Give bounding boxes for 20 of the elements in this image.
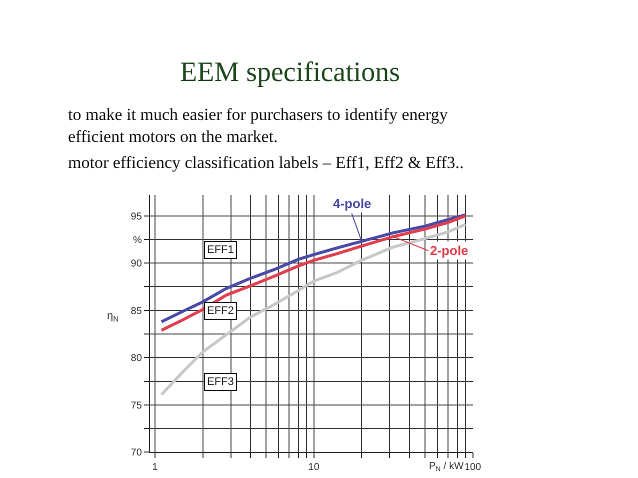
y-tick-label: 95: [130, 211, 142, 222]
legend-label: 2-pole: [430, 243, 468, 258]
annotation: EFF3: [207, 376, 234, 388]
chart-title: EEM specifications: [180, 57, 400, 88]
text: 4-pole: [333, 196, 372, 211]
x-tick-label: 100: [464, 462, 482, 474]
y-tick-label: 90: [130, 258, 142, 270]
x-axis-title: P$_{N}$ / kW: [429, 461, 464, 474]
text: motor efficiency classification labels – Eff1, Eff2 & Eff3..: [68, 153, 464, 172]
annotation: EFF1: [207, 244, 234, 256]
x-tick-label: 1: [152, 462, 158, 474]
y-tick-label: 70: [130, 448, 142, 459]
y-tick-label: %: [133, 234, 142, 246]
annotation: EFF2: [207, 305, 234, 317]
y-tick-label: 80: [130, 353, 142, 364]
y-tick-label: 75: [130, 400, 142, 412]
text: to make it much easier for purchasers to identify energy efficient motors on the market.: [68, 105, 448, 146]
y-axis-title: η$_{N}$: [107, 310, 119, 324]
y-tick-label: 85: [130, 306, 142, 317]
x-tick-label: 10: [308, 462, 320, 474]
